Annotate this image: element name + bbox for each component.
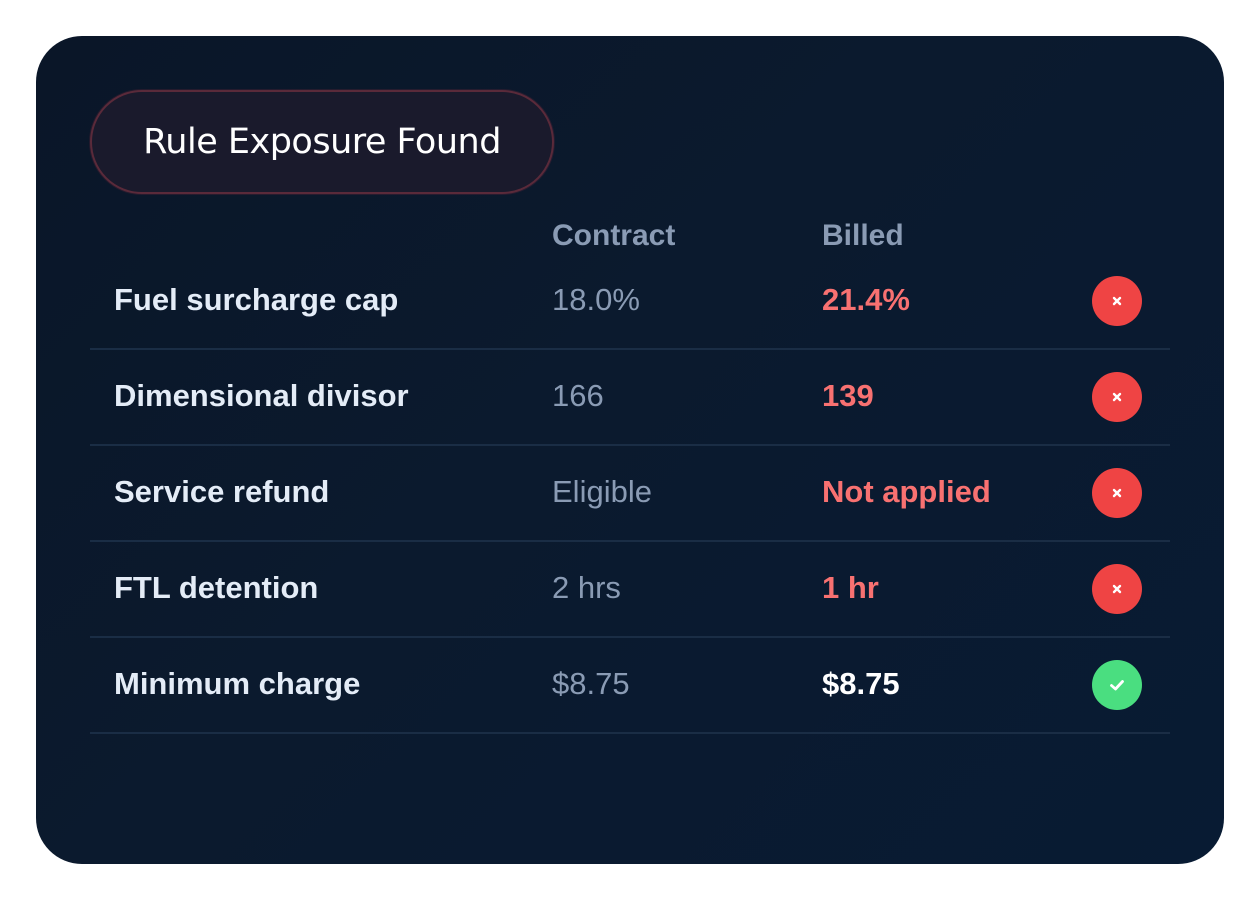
rule-exposure-card: Rule Exposure Found Contract Billed Fuel… xyxy=(36,36,1224,864)
table-row-minimum-charge: Minimum charge $8.75 $8.75 xyxy=(90,638,1170,734)
row-label: Dimensional divisor xyxy=(114,378,409,413)
row-label: Fuel surcharge cap xyxy=(114,282,399,317)
row-label: Service refund xyxy=(114,474,330,509)
table-row-fuel-surcharge-cap: Fuel surcharge cap 18.0% 21.4% xyxy=(90,254,1170,350)
billed-value: 139 xyxy=(822,378,874,413)
billed-value: 21.4% xyxy=(822,282,910,317)
billed-column-header: Billed xyxy=(822,219,904,252)
badge-label: Rule Exposure Found xyxy=(143,122,501,162)
contract-value: 2 hrs xyxy=(552,570,621,605)
x-icon xyxy=(1112,392,1122,402)
row-label: FTL detention xyxy=(114,570,319,605)
status-x-icon xyxy=(1092,276,1142,326)
table-row-service-refund: Service refund Eligible Not applied xyxy=(90,446,1170,542)
x-icon xyxy=(1112,296,1122,306)
status-x-icon xyxy=(1092,468,1142,518)
status-check-icon xyxy=(1092,660,1142,710)
contract-column-header: Contract xyxy=(552,219,676,252)
rule-exposure-badge: Rule Exposure Found xyxy=(90,90,554,194)
row-label: Minimum charge xyxy=(114,666,361,701)
contract-value: Eligible xyxy=(552,474,652,509)
status-x-icon xyxy=(1092,564,1142,614)
table-row-ftl-detention: FTL detention 2 hrs 1 hr xyxy=(90,542,1170,638)
contract-value: $8.75 xyxy=(552,666,630,701)
billed-value: Not applied xyxy=(822,474,991,509)
x-icon xyxy=(1112,584,1122,594)
x-icon xyxy=(1112,488,1122,498)
table-row-dimensional-divisor: Dimensional divisor 166 139 xyxy=(90,350,1170,446)
contract-value: 166 xyxy=(552,378,604,413)
check-icon xyxy=(1110,680,1124,691)
contract-value: 18.0% xyxy=(552,282,640,317)
billed-value: 1 hr xyxy=(822,570,879,605)
status-x-icon xyxy=(1092,372,1142,422)
billed-value: $8.75 xyxy=(822,666,900,701)
